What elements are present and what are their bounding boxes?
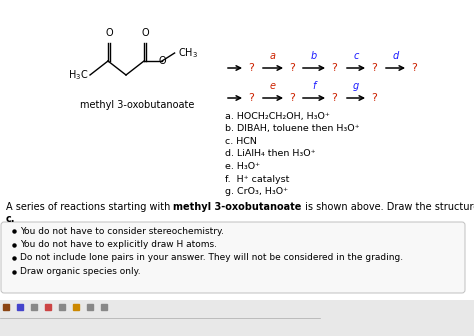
Text: a: a	[270, 51, 276, 61]
Text: d. LiAlH₄ then H₃O⁺: d. LiAlH₄ then H₃O⁺	[225, 150, 316, 159]
Text: e: e	[270, 81, 276, 91]
Text: ?: ?	[331, 63, 337, 73]
Text: f: f	[312, 81, 316, 91]
Text: O: O	[105, 28, 113, 38]
Text: ?: ?	[289, 93, 295, 103]
Text: ?: ?	[331, 93, 337, 103]
Text: You do not have to consider stereochemistry.: You do not have to consider stereochemis…	[20, 226, 224, 236]
Text: Do not include lone pairs in your answer. They will not be considered in the gra: Do not include lone pairs in your answer…	[20, 253, 403, 262]
Text: CH$_3$: CH$_3$	[178, 46, 198, 60]
Text: ?: ?	[248, 63, 254, 73]
Text: c: c	[353, 51, 359, 61]
Text: methyl 3-oxobutanoate: methyl 3-oxobutanoate	[173, 202, 302, 212]
Text: O: O	[158, 56, 166, 66]
Text: You do not have to explicitly draw H atoms.: You do not have to explicitly draw H ato…	[20, 240, 217, 249]
Text: f.  H⁺ catalyst: f. H⁺ catalyst	[225, 174, 289, 183]
Text: Draw organic species only.: Draw organic species only.	[20, 267, 141, 276]
FancyBboxPatch shape	[1, 222, 465, 293]
Text: O: O	[141, 28, 149, 38]
Text: d: d	[392, 51, 399, 61]
Bar	[0, 300, 474, 336]
Text: methyl 3-oxobutanoate: methyl 3-oxobutanoate	[80, 100, 194, 110]
Text: H$_3$C: H$_3$C	[68, 68, 88, 82]
Text: ?: ?	[371, 93, 377, 103]
Text: c. HCN: c. HCN	[225, 137, 257, 146]
Text: a. HOCH₂CH₂OH, H₃O⁺: a. HOCH₂CH₂OH, H₃O⁺	[225, 112, 330, 121]
Text: b: b	[311, 51, 317, 61]
Text: e. H₃O⁺: e. H₃O⁺	[225, 162, 260, 171]
Text: b. DIBAH, toluene then H₃O⁺: b. DIBAH, toluene then H₃O⁺	[225, 125, 360, 133]
Text: ?: ?	[289, 63, 295, 73]
Text: ?: ?	[371, 63, 377, 73]
Text: A series of reactions starting with: A series of reactions starting with	[6, 202, 173, 212]
Text: g. CrO₃, H₃O⁺: g. CrO₃, H₃O⁺	[225, 187, 288, 196]
Text: is shown above. Draw the structure of the product of step: is shown above. Draw the structure of th…	[302, 202, 474, 212]
Text: ?: ?	[248, 93, 254, 103]
Text: ?: ?	[411, 63, 417, 73]
Text: g: g	[353, 81, 359, 91]
Text: c.: c.	[6, 214, 16, 224]
